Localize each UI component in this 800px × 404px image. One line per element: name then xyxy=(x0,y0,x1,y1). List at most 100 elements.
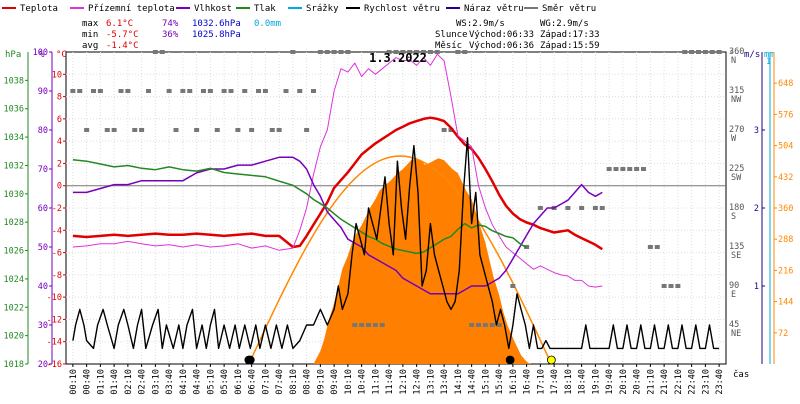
moon-rise: Východ:06:36 xyxy=(469,41,534,51)
humidity-tick-label: 100 xyxy=(33,48,48,58)
wind-dir-point xyxy=(111,128,117,132)
stats-max-rain: 0.0mm xyxy=(254,19,281,29)
x-tick-label: 10:10 xyxy=(344,369,354,395)
x-tick-label: 09:10 xyxy=(316,369,326,395)
wind-speed-tick-label: 3 xyxy=(754,126,759,136)
wind-dir-point xyxy=(427,50,433,54)
pressure-tick-label: 1030 xyxy=(4,190,24,200)
x-tick-label: 22:40 xyxy=(688,369,698,395)
stats-min-temp: -5.7°C xyxy=(106,30,139,40)
wind-dir-point xyxy=(627,167,633,171)
wind-dir-point xyxy=(207,89,213,93)
solar-tick-label: 648 xyxy=(778,79,793,89)
x-tick-label: 12:40 xyxy=(413,369,423,395)
wind-dir-compass-label: SW xyxy=(731,173,742,183)
wind-dir-compass-label: S xyxy=(731,212,736,222)
wind-dir-point xyxy=(146,89,151,93)
solar-theoretical-curve xyxy=(248,155,553,365)
humidity-tick-label: 60 xyxy=(38,204,48,214)
wind-dir-compass-label: E xyxy=(731,290,736,300)
wind-dir-point xyxy=(482,323,488,327)
x-tick-label: 03:10 xyxy=(151,369,161,395)
x-tick-label: 23:40 xyxy=(715,369,725,395)
rain-axis-unit: mm xyxy=(764,50,775,60)
x-tick-label: 14:10 xyxy=(454,369,464,395)
wind-dir-point xyxy=(489,323,495,327)
wind-dir-point xyxy=(97,89,103,93)
wind-dir-point xyxy=(256,89,261,93)
temperature-tick-label: -4 xyxy=(52,226,62,236)
temperature-tick-label: 2 xyxy=(57,159,62,169)
wind-dir-compass-label: W xyxy=(731,134,737,144)
wind-dir-point xyxy=(455,50,461,54)
wind-dir-point xyxy=(613,167,619,171)
sun-set: Západ:17:33 xyxy=(540,30,600,40)
temperature-tick-label: -14 xyxy=(47,338,62,348)
stats-max-label: max xyxy=(82,19,99,29)
stats-max-hum: 74% xyxy=(162,19,179,29)
wind-dir-axis-unit: ° xyxy=(729,50,734,60)
wind-dir-point xyxy=(469,323,475,327)
wind-dir-point xyxy=(716,50,722,54)
wind-dir-point xyxy=(702,50,708,54)
x-tick-label: 05:10 xyxy=(206,369,216,395)
wind-dir-point xyxy=(476,323,481,327)
pressure-tick-label: 1018 xyxy=(4,360,24,370)
pressure-tick-label: 1024 xyxy=(4,275,24,285)
temperature-tick-label: -12 xyxy=(47,315,62,325)
x-tick-label: 04:40 xyxy=(193,369,203,395)
legend-label: Rychlost větru xyxy=(364,4,440,14)
solar-tick-label: 216 xyxy=(778,266,793,276)
wind-dir-point xyxy=(689,50,695,54)
temperature-tick-label: -8 xyxy=(52,271,62,281)
series-line-Tlak xyxy=(72,159,527,255)
wind-dir-point xyxy=(221,89,227,93)
wind-dir-tick-label: 135 xyxy=(729,242,744,252)
solar-tick-label: 144 xyxy=(778,298,793,308)
x-tick-label: 00:10 xyxy=(69,369,79,395)
chart-title: 1.3.2022 xyxy=(369,51,427,65)
wind-dir-point xyxy=(228,89,234,93)
wind-dir-point xyxy=(201,89,206,93)
wind-speed-tick-label: 1 xyxy=(754,282,759,292)
pressure-tick-label: 1034 xyxy=(4,133,24,143)
wind-dir-point xyxy=(262,89,268,93)
wind-dir-point xyxy=(152,50,158,54)
stats-max-press: 1032.6hPa xyxy=(192,19,241,29)
wind-dir-point xyxy=(269,128,275,132)
wind-dir-point xyxy=(91,89,96,93)
wind-dir-point xyxy=(159,50,165,54)
x-tick-label: 00:40 xyxy=(83,369,93,395)
wind-dir-point xyxy=(104,128,110,132)
stats-min-label: min xyxy=(82,30,98,40)
solar-measured-area xyxy=(313,158,531,364)
x-tick-label: 04:10 xyxy=(179,369,189,395)
wind-dir-point xyxy=(641,167,646,171)
x-tick-label: 09:40 xyxy=(330,369,340,395)
x-tick-label: 02:10 xyxy=(124,369,134,395)
x-tick-label: 21:10 xyxy=(646,369,656,395)
wind-speed-info: WS:2.9m/s xyxy=(456,19,505,29)
wind-dir-tick-label: 90 xyxy=(729,281,739,291)
temperature-tick-label: 10 xyxy=(52,70,62,80)
wind-dir-tick-label: 360 xyxy=(729,47,744,57)
solar-tick-label: 504 xyxy=(778,142,793,152)
stats-min-press: 1025.8hPa xyxy=(192,30,241,40)
humidity-tick-label: 80 xyxy=(38,126,48,136)
wind-dir-point xyxy=(448,128,454,132)
x-tick-label: 08:40 xyxy=(303,369,313,395)
temperature-tick-label: 4 xyxy=(57,137,62,147)
moonset-marker xyxy=(505,355,515,365)
wind-dir-point xyxy=(235,128,241,132)
wind-dir-point xyxy=(70,89,76,93)
x-tick-label: 21:40 xyxy=(660,369,670,395)
wind-dir-tick-label: 315 xyxy=(729,86,744,96)
x-tick-label: 13:10 xyxy=(426,369,436,395)
wind-dir-point xyxy=(297,89,303,93)
wind-dir-point xyxy=(421,50,426,54)
x-tick-label: 12:10 xyxy=(399,369,409,395)
x-tick-label: 19:40 xyxy=(605,369,615,395)
wind-dir-point xyxy=(166,89,172,93)
wind-dir-tick-label: 225 xyxy=(729,164,744,174)
